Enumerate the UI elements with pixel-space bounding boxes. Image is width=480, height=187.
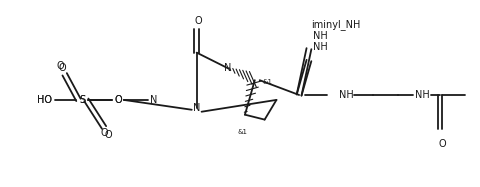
Text: &1: &1 — [262, 79, 272, 85]
Text: S: S — [79, 95, 85, 105]
Text: N: N — [192, 103, 200, 113]
Text: N: N — [224, 63, 231, 73]
Text: HO: HO — [37, 95, 52, 105]
Text: &1: &1 — [238, 129, 248, 135]
Text: O: O — [114, 95, 121, 105]
Text: O: O — [114, 95, 121, 105]
Text: O: O — [59, 63, 66, 73]
Text: S: S — [79, 95, 85, 105]
Text: O: O — [100, 128, 108, 138]
Text: O: O — [194, 16, 202, 26]
Text: NH: NH — [338, 90, 352, 100]
Text: N: N — [149, 95, 156, 105]
Text: NH: NH — [312, 31, 327, 41]
Text: iminyl_NH: iminyl_NH — [310, 20, 360, 30]
Text: HO: HO — [37, 95, 52, 105]
Text: NH: NH — [415, 90, 429, 100]
Text: NH: NH — [312, 42, 327, 52]
Text: O: O — [104, 130, 111, 140]
Text: O: O — [57, 61, 64, 71]
Text: O: O — [437, 139, 445, 149]
